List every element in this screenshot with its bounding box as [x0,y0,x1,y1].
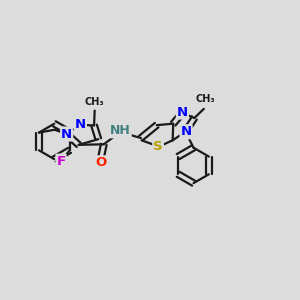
Text: N: N [75,118,86,131]
Text: N: N [177,106,188,118]
Text: F: F [56,154,66,168]
Text: N: N [61,128,72,140]
Text: S: S [153,140,163,152]
Text: N: N [181,125,192,138]
Text: CH₃: CH₃ [85,97,104,107]
Text: CH₃: CH₃ [195,94,215,104]
Text: O: O [95,156,106,170]
Text: NH: NH [110,124,131,137]
